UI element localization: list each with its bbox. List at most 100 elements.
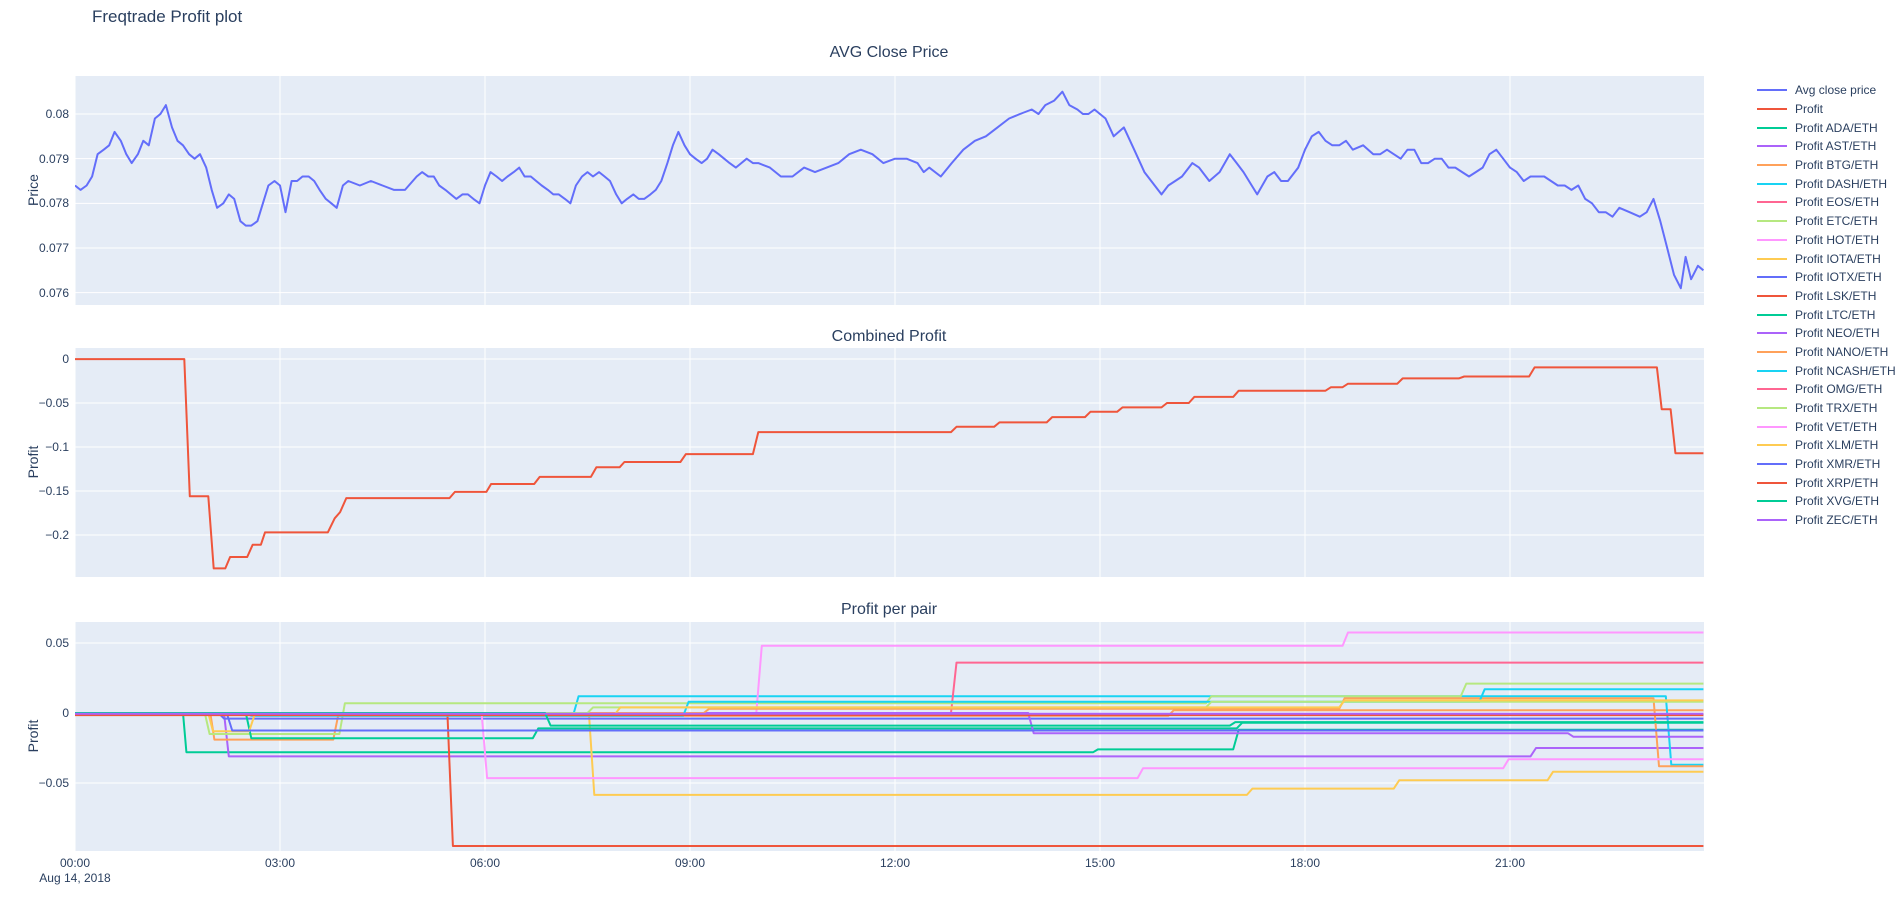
legend-item-label: Profit DASH/ETH — [1795, 176, 1888, 191]
profit-per-pair-plot-area[interactable] — [75, 622, 1704, 851]
legend-line-swatch-icon — [1757, 481, 1787, 484]
legend-item-profit-xrp-eth[interactable]: Profit XRP/ETH — [1757, 473, 1896, 492]
legend-item-label: Profit — [1795, 102, 1824, 117]
y-tick-label: −0.05 — [38, 396, 69, 411]
legend-item-profit-hot-eth[interactable]: Profit HOT/ETH — [1757, 231, 1896, 250]
x-tick-label: 12:00 — [879, 856, 911, 870]
legend-item-profit-iotx-eth[interactable]: Profit IOTX/ETH — [1757, 268, 1896, 287]
legend-item-label: Profit XLM/ETH — [1795, 438, 1879, 453]
legend-line-swatch-icon — [1757, 425, 1787, 428]
series-line-avg-close-price — [75, 90, 1704, 290]
legend-item-label: Avg close price — [1795, 83, 1877, 98]
legend-item-label: Profit IOTA/ETH — [1795, 251, 1881, 266]
legend-item-label: Profit ETC/ETH — [1795, 214, 1878, 229]
legend-item-profit-lsk-eth[interactable]: Profit LSK/ETH — [1757, 287, 1896, 306]
legend-item-profit-ltc-eth[interactable]: Profit LTC/ETH — [1757, 305, 1896, 324]
legend-line-swatch-icon — [1757, 276, 1787, 279]
legend-line-swatch-icon — [1757, 182, 1787, 185]
legend: Avg close price Profit Profit ADA/ETH Profi… — [1757, 81, 1896, 530]
chart-title-profit-per-pair: Profit per pair — [840, 601, 938, 618]
legend-item-label: Profit XVG/ETH — [1795, 494, 1880, 509]
x-tick-label: 09:00 — [674, 856, 706, 870]
legend-line-swatch-icon — [1757, 350, 1787, 353]
legend-item-profit-zec-eth[interactable]: Profit ZEC/ETH — [1757, 511, 1896, 530]
legend-line-swatch-icon — [1757, 257, 1787, 260]
x-tick-label: 21:00 — [1494, 856, 1526, 870]
legend-item-profit-vet-eth[interactable]: Profit VET/ETH — [1757, 417, 1896, 436]
y-tick-label: −0.15 — [38, 484, 69, 499]
series-line-profit-eos-eth — [75, 661, 1704, 714]
legend-item-label: Profit BTG/ETH — [1795, 158, 1879, 173]
legend-line-swatch-icon — [1757, 313, 1787, 316]
series-line-profit-ltc-eth — [75, 712, 1704, 740]
y-tick-label: 0 — [62, 706, 69, 720]
legend-item-profit-etc-eth[interactable]: Profit ETC/ETH — [1757, 212, 1896, 231]
legend-line-swatch-icon — [1757, 444, 1787, 447]
legend-item-label: Profit LSK/ETH — [1795, 288, 1877, 303]
x-tick-label: 06:00 — [469, 856, 501, 870]
legend-item-profit-neo-eth[interactable]: Profit NEO/ETH — [1757, 324, 1896, 343]
legend-item-profit[interactable]: Profit — [1757, 100, 1896, 119]
legend-item-profit-xmr-eth[interactable]: Profit XMR/ETH — [1757, 455, 1896, 474]
legend-item-label: Profit VET/ETH — [1795, 419, 1878, 434]
chart-title-combined-profit: Combined Profit — [831, 328, 947, 345]
legend-item-profit-nano-eth[interactable]: Profit NANO/ETH — [1757, 343, 1896, 362]
legend-item-label: Profit XMR/ETH — [1795, 457, 1881, 472]
combined-profit-plot-area[interactable] — [75, 348, 1704, 577]
legend-line-swatch-icon — [1757, 238, 1787, 241]
legend-item-label: Profit HOT/ETH — [1795, 232, 1880, 247]
legend-item-profit-btg-eth[interactable]: Profit BTG/ETH — [1757, 156, 1896, 175]
legend-item-label: Profit TRX/ETH — [1795, 401, 1878, 416]
legend-line-swatch-icon — [1757, 500, 1787, 503]
x-tick-label: 03:00 — [264, 856, 296, 870]
series-line-profit-vet-eth — [75, 712, 1704, 780]
x-tick-label: 18:00 — [1289, 856, 1321, 870]
chart-title-avg-close-price: AVG Close Price — [829, 44, 949, 61]
x-tick-label: 00:00 — [59, 856, 91, 870]
legend-item-label: Profit NANO/ETH — [1795, 344, 1889, 359]
y-tick-label: 0.076 — [38, 285, 69, 300]
legend-item-label: Profit ADA/ETH — [1795, 120, 1878, 135]
legend-line-swatch-icon — [1757, 126, 1787, 129]
y-tick-label: 0.077 — [38, 240, 69, 255]
legend-item-label: Profit ZEC/ETH — [1795, 513, 1878, 528]
legend-line-swatch-icon — [1757, 201, 1787, 204]
avg-close-price-plot-area[interactable] — [75, 76, 1704, 305]
legend-line-swatch-icon — [1757, 89, 1787, 92]
series-line-profit-etc-eth — [75, 682, 1704, 735]
legend-line-swatch-icon — [1757, 164, 1787, 167]
y-tick-label: −0.2 — [45, 528, 69, 542]
legend-item-profit-dash-eth[interactable]: Profit DASH/ETH — [1757, 174, 1896, 193]
legend-line-swatch-icon — [1757, 332, 1787, 335]
legend-item-profit-xvg-eth[interactable]: Profit XVG/ETH — [1757, 492, 1896, 511]
legend-item-label: Profit OMG/ETH — [1795, 382, 1883, 397]
y-tick-label: 0.08 — [45, 107, 69, 121]
y-tick-label: −0.05 — [38, 776, 69, 790]
y-tick-label: 0.05 — [45, 636, 69, 650]
y-tick-label: 0.078 — [38, 196, 69, 211]
legend-item-profit-ast-eth[interactable]: Profit AST/ETH — [1757, 137, 1896, 156]
legend-item-label: Profit AST/ETH — [1795, 139, 1877, 154]
legend-line-swatch-icon — [1757, 145, 1787, 148]
legend-item-label: Profit NCASH/ETH — [1795, 363, 1896, 378]
legend-item-label: Profit NEO/ETH — [1795, 326, 1880, 341]
legend-item-avg-close-price[interactable]: Avg close price — [1757, 81, 1896, 100]
x-tick-label: 15:00 — [1084, 856, 1116, 870]
legend-item-profit-trx-eth[interactable]: Profit TRX/ETH — [1757, 399, 1896, 418]
legend-item-profit-ada-eth[interactable]: Profit ADA/ETH — [1757, 118, 1896, 137]
legend-item-profit-ncash-eth[interactable]: Profit NCASH/ETH — [1757, 361, 1896, 380]
series-line-profit — [75, 358, 1704, 570]
legend-item-profit-xlm-eth[interactable]: Profit XLM/ETH — [1757, 436, 1896, 455]
legend-item-profit-omg-eth[interactable]: Profit OMG/ETH — [1757, 380, 1896, 399]
legend-line-swatch-icon — [1757, 519, 1787, 522]
page-title: Freqtrade Profit plot — [92, 7, 243, 26]
legend-line-swatch-icon — [1757, 388, 1787, 391]
legend-item-profit-eos-eth[interactable]: Profit EOS/ETH — [1757, 193, 1896, 212]
series-line-profit-btg-eth — [75, 709, 1704, 741]
legend-item-label: Profit XRP/ETH — [1795, 475, 1879, 490]
y-tick-label: −0.1 — [45, 440, 69, 455]
legend-line-swatch-icon — [1757, 463, 1787, 466]
legend-item-profit-iota-eth[interactable]: Profit IOTA/ETH — [1757, 249, 1896, 268]
legend-line-swatch-icon — [1757, 407, 1787, 410]
